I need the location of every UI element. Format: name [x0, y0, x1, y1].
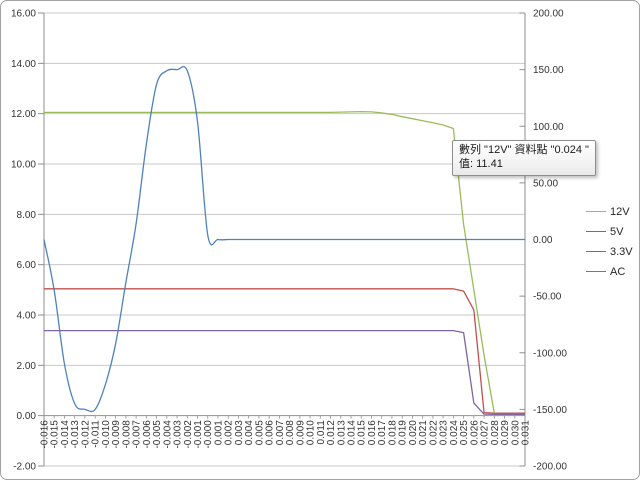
x-axis-tick-label: 0.002 [224, 420, 235, 445]
legend-label: 12V [610, 205, 630, 218]
legend-line-swatch [586, 271, 606, 272]
series-line-ac[interactable] [43, 65, 526, 413]
legend-item-3-3v[interactable]: 3.3V [586, 244, 633, 259]
right-axis-tick-label: 150.00 [533, 65, 564, 76]
left-axis-tick-label: 14.00 [11, 59, 36, 70]
x-axis-tick-label: -0.006 [142, 420, 153, 449]
x-axis-tick-label: -0.003 [173, 420, 184, 449]
left-axis-tick-label: 10.00 [11, 160, 36, 171]
x-axis-tick-label: 0.028 [490, 420, 501, 445]
left-axis-tick-label: 4.00 [17, 311, 37, 322]
left-axis-tick-label: 8.00 [17, 210, 37, 221]
series-line-12v[interactable] [44, 111, 525, 415]
left-axis-tick-label: 12.00 [11, 109, 36, 120]
right-axis-tick-label: 50.00 [533, 178, 558, 189]
x-axis-tick-label: 0.014 [347, 420, 358, 445]
right-axis-tick-label: -100.00 [533, 348, 567, 359]
x-axis-tick-label: -0.008 [121, 420, 132, 449]
x-axis-tick-label: -0.012 [80, 420, 91, 449]
x-axis-tick-label: -0.005 [152, 420, 163, 449]
x-axis-tick-label: -0.011 [91, 420, 102, 448]
x-axis-tick-label: 0.006 [265, 420, 276, 445]
x-axis-tick-label: 0.008 [285, 420, 296, 445]
x-axis-tick-label: -0.001 [193, 420, 204, 449]
x-axis-tick-label: -0.010 [101, 420, 112, 449]
legend-line-swatch [586, 231, 606, 232]
x-axis-tick-label: 0.022 [428, 420, 439, 445]
legend-line-swatch [586, 251, 606, 252]
legend-item-5v[interactable]: 5V [586, 224, 633, 239]
x-axis-tick-label: 0.012 [326, 420, 337, 445]
x-axis-tick-label: -0.009 [111, 420, 122, 449]
x-axis-tick-label: -0.000 [203, 420, 214, 449]
right-axis-tick-label: -150.00 [533, 405, 567, 416]
x-axis-tick-label: 0.030 [510, 420, 521, 445]
x-axis-tick-label: -0.013 [70, 420, 81, 449]
left-axis-tick-label: 6.00 [17, 260, 37, 271]
x-axis-tick-label: 0.009 [295, 420, 306, 445]
x-axis-tick-label: -0.015 [50, 420, 61, 449]
legend-label: AC [610, 265, 626, 278]
x-axis-tick-label: 0.013 [336, 420, 347, 445]
right-axis-tick-label: -200.00 [533, 462, 567, 473]
legend-line-swatch [586, 211, 606, 212]
right-axis-tick-label: 200.00 [533, 9, 564, 20]
x-axis-tick-label: 0.004 [244, 420, 255, 445]
tooltip-series-line: 數列 "12V" 資料點 "0.024 " [459, 144, 589, 156]
x-axis-tick-label: 0.023 [439, 420, 450, 445]
x-axis-tick-label: 0.027 [480, 420, 491, 445]
x-axis-tick-label: 0.031 [521, 420, 532, 445]
x-axis-tick-label: 0.007 [275, 420, 286, 445]
legend-label: 5V [610, 225, 624, 238]
x-axis-tick-label: 0.020 [408, 420, 419, 445]
x-axis-tick-label: 0.001 [213, 420, 224, 445]
x-axis-tick-label: -0.004 [162, 420, 173, 449]
x-axis-tick-label: 0.005 [254, 420, 265, 445]
x-axis-tick-label: 0.016 [367, 420, 378, 445]
x-axis-tick-label: -0.016 [40, 420, 51, 449]
x-axis-tick-label: 0.010 [306, 420, 317, 445]
x-axis-tick-label: 0.029 [500, 420, 511, 445]
x-axis-tick-label: 0.024 [449, 420, 460, 445]
left-axis-tick-label: 2.00 [17, 361, 37, 372]
x-axis-tick-label: 0.015 [357, 420, 368, 445]
x-axis-tick-label: -0.014 [60, 420, 71, 449]
legend-item-12v[interactable]: 12V [586, 204, 633, 219]
x-axis-tick-label: 0.025 [459, 420, 470, 445]
left-axis-tick-label: -2.00 [13, 462, 36, 473]
right-axis-tick-label: -50.00 [533, 292, 562, 303]
legend-label: 3.3V [610, 245, 633, 258]
x-axis-tick-label: -0.002 [183, 420, 194, 449]
left-axis-tick-label: 0.00 [17, 411, 37, 422]
chart-legend: 12V 5V 3.3V AC [586, 204, 633, 284]
left-axis-tick-label: 16.00 [11, 9, 36, 20]
x-axis-tick-label: 0.021 [418, 420, 429, 445]
x-axis-tick-label: 0.003 [234, 420, 245, 445]
x-axis-tick-label: 0.026 [469, 420, 480, 445]
x-axis-tick-label: 0.018 [387, 420, 398, 445]
legend-item-ac[interactable]: AC [586, 264, 633, 279]
x-axis-tick-label: -0.007 [132, 420, 143, 449]
series-line-3-3v[interactable] [44, 329, 525, 416]
right-axis-tick-label: 0.00 [533, 235, 553, 246]
x-axis-tick-label: 0.017 [377, 420, 388, 445]
series-line-5v[interactable] [44, 288, 525, 414]
tooltip-value-line: 值: 11.41 [459, 157, 503, 170]
x-axis-tick-label: 0.019 [398, 420, 409, 445]
data-point-tooltip: 數列 "12V" 資料點 "0.024 " 值: 11.41 [452, 140, 596, 176]
x-axis-tick-label: 0.011 [316, 420, 327, 445]
right-axis-tick-label: 100.00 [533, 122, 564, 133]
